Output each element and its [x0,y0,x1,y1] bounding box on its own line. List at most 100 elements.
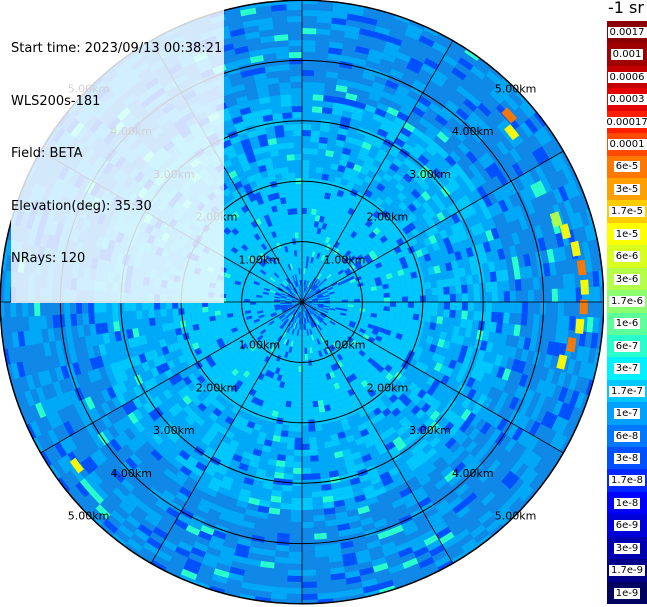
range-gate [316,227,322,235]
range-gate [347,304,354,308]
range-gate [360,77,375,88]
range-gate [225,301,233,306]
range-gate [487,459,501,474]
range-gate [383,297,391,303]
range-gate [320,313,327,318]
range-gate [496,280,504,293]
range-gate [419,231,429,241]
range-gate [312,406,320,414]
range-gate [160,315,168,325]
range-gate [416,398,427,410]
range-gate [376,331,385,338]
range-gate [554,434,568,452]
range-gate [418,68,434,81]
range-gate [508,91,524,107]
range-gate [340,310,347,314]
range-gate [389,200,399,211]
range-gate [445,49,462,63]
range-gate [339,351,347,359]
range-gate [317,454,327,462]
range-gate [312,245,318,252]
range-gate [327,323,334,329]
range-gate [370,353,378,362]
range-gate [358,311,366,316]
range-gate [352,287,359,292]
range-gate [325,316,332,321]
range-gate [347,325,354,332]
range-gate [314,52,329,60]
range-gate [293,455,302,463]
range-gate [335,84,349,93]
range-gate [306,214,312,221]
range-gate [528,420,541,437]
range-gate [335,170,345,179]
range-gate [409,178,420,190]
range-gate [304,293,308,299]
range-gate [372,113,385,124]
range-gate [272,568,288,576]
range-gate [349,223,358,231]
range-gate [361,371,369,380]
range-gate [314,326,319,333]
range-gate [385,273,393,280]
range-gate [414,470,428,482]
range-gate [575,287,583,303]
range-gate [325,71,339,79]
range-gate [406,62,422,75]
range-gate [313,221,320,228]
range-gate [336,320,343,326]
range-gate [360,22,377,32]
range-gate [308,289,313,295]
range-gate [334,310,341,315]
range-gate [432,440,445,453]
range-gate [304,286,307,293]
range-gate [355,45,371,55]
range-gate [535,408,547,425]
range-gate [437,287,444,296]
range-gate [339,223,347,232]
range-gate [379,323,387,330]
range-gate [452,162,464,176]
range-gate [339,365,347,374]
range-gate [308,431,317,438]
range-gate [519,102,534,119]
range-gate [312,100,324,108]
range-gate [415,249,424,258]
range-gate [124,310,131,321]
range-gate [526,313,534,327]
range-gate [325,77,338,85]
range-gate [286,581,302,589]
range-gate [444,367,454,378]
range-gate [584,331,593,349]
range-gate [124,319,133,330]
range-gate [350,331,358,337]
range-gate [344,98,357,107]
range-gate [448,43,465,58]
range-gate [298,353,302,360]
range-gate [379,360,388,369]
range-gate [298,365,302,373]
range-gate [439,229,449,240]
range-gate [303,286,305,293]
range-gate [324,282,331,287]
range-gate [93,301,101,313]
range-gate [308,290,314,295]
range-gate [443,170,455,183]
range-gate [301,551,316,558]
range-gate [343,141,354,150]
range-gate [485,229,495,242]
range-gate [288,425,296,432]
range-gate [314,289,321,294]
range-gate [343,256,350,264]
range-gate [457,533,474,548]
range-gate [427,80,442,93]
range-gate [40,314,48,330]
range-gate [519,466,534,483]
range-gate [440,374,450,386]
range-gate [587,286,595,303]
range-gate [309,308,315,313]
range-gate [518,448,532,464]
range-gate [357,221,366,230]
range-gate [357,172,367,181]
range-gate [449,134,463,147]
